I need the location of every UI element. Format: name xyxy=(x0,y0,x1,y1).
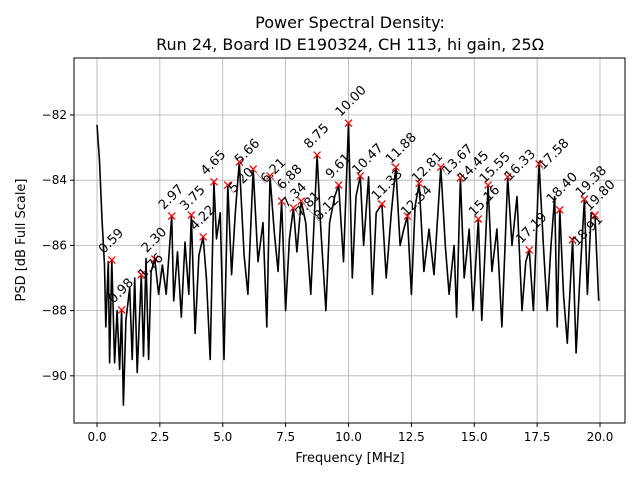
x-tick-label: 10.0 xyxy=(335,430,362,444)
peak-marker xyxy=(209,177,218,186)
peak-label: 0.59 xyxy=(96,226,127,257)
x-tick-label: 15.0 xyxy=(461,430,488,444)
peak-leader-line xyxy=(293,207,301,218)
peak-leader-line xyxy=(300,200,320,222)
marker-stroke xyxy=(313,151,322,160)
y-tick-label: −88 xyxy=(42,304,67,318)
peak-leader-line xyxy=(390,163,396,168)
chart-subtitle: Run 24, Board ID E190324, CH 113, hi gai… xyxy=(156,35,544,54)
marker-stroke xyxy=(209,177,218,186)
marker-stroke xyxy=(555,205,564,214)
marker-stroke xyxy=(525,246,534,254)
ticks: 0.0 2.5 5.0 7.5 10.0 12.5 15.0 17.5 20.0 −90 −88 −8… xyxy=(42,108,614,444)
y-tick-label: −82 xyxy=(42,108,67,122)
peak-label: 11.88 xyxy=(383,130,420,167)
peak-leader-line xyxy=(580,197,585,200)
marker-stroke xyxy=(334,181,343,190)
peak-leader-line xyxy=(252,168,267,185)
plot-area: 0.592.974.65 5.663.755.202.301.766.210.98… xyxy=(96,83,619,406)
peak-marker xyxy=(117,305,126,314)
peak-leader-line xyxy=(227,184,235,194)
peak-leader-line xyxy=(507,176,511,182)
peak-marker xyxy=(525,246,534,254)
peak-label: 0.98 xyxy=(106,276,137,307)
peak-marker xyxy=(107,256,116,265)
x-tick-label: 20.0 xyxy=(587,430,614,444)
x-axis-label: Frequency [MHz] xyxy=(295,451,404,466)
peak-leader-line xyxy=(140,274,144,280)
peak-leader-line xyxy=(473,216,479,220)
peak-leader-line xyxy=(538,163,544,171)
peak-leader-line xyxy=(239,161,241,165)
peak-marker xyxy=(167,212,176,221)
x-tick-label: 0.0 xyxy=(87,430,106,444)
peak-leader-line xyxy=(484,183,489,186)
x-tick-label: 12.5 xyxy=(398,430,425,444)
peak-label: 18.91 xyxy=(569,212,606,249)
peak-marker xyxy=(334,181,343,190)
psd-trace xyxy=(96,122,600,406)
chart-title: Power Spectral Density: xyxy=(255,13,445,32)
x-tick-label: 17.5 xyxy=(524,430,551,444)
peak-label: 10.47 xyxy=(350,141,387,178)
peak-label: 12.34 xyxy=(398,183,435,220)
peak-label: 11.33 xyxy=(369,167,406,204)
marker-stroke xyxy=(591,211,599,220)
marker-stroke xyxy=(107,256,116,265)
peak-label: 4.65 xyxy=(198,148,229,179)
y-tick-label: −86 xyxy=(42,238,67,252)
peak-label: 17.58 xyxy=(536,136,573,173)
peak-leader-line xyxy=(572,239,578,247)
peak-marker xyxy=(187,211,196,220)
peak-marker xyxy=(344,119,353,128)
marker-stroke xyxy=(344,119,353,128)
peak-marker xyxy=(150,255,159,264)
axes-frame xyxy=(73,57,626,424)
marker-stroke xyxy=(187,211,196,220)
peak-marker xyxy=(313,151,322,160)
peak-marker xyxy=(199,232,208,241)
peak-leader-line xyxy=(281,200,288,209)
peak-label: 5.66 xyxy=(232,136,263,167)
peak-leader-line xyxy=(376,200,383,205)
marker-stroke xyxy=(117,305,126,314)
marker-stroke xyxy=(199,232,208,241)
marker-stroke xyxy=(150,255,159,264)
y-tick-label: −90 xyxy=(42,369,67,383)
peak-leader-line xyxy=(460,177,464,183)
y-axis-label: PSD [dB Full Scale] xyxy=(14,178,29,301)
peak-leader-line xyxy=(405,215,408,218)
peak-leader-line xyxy=(440,166,448,176)
marker-stroke xyxy=(167,212,176,221)
peak-label: 8.75 xyxy=(301,121,332,152)
x-tick-label: 5.0 xyxy=(213,430,232,444)
peak-marker xyxy=(591,211,599,220)
peak-label: 10.00 xyxy=(333,83,370,120)
peak-leader-line xyxy=(269,175,283,191)
x-tick-label: 7.5 xyxy=(276,430,295,444)
marker-stroke xyxy=(249,165,258,174)
peak-leader-line xyxy=(357,174,361,177)
y-tick-label: −84 xyxy=(42,173,67,187)
peak-marker xyxy=(555,205,564,214)
x-tick-label: 2.5 xyxy=(150,430,169,444)
